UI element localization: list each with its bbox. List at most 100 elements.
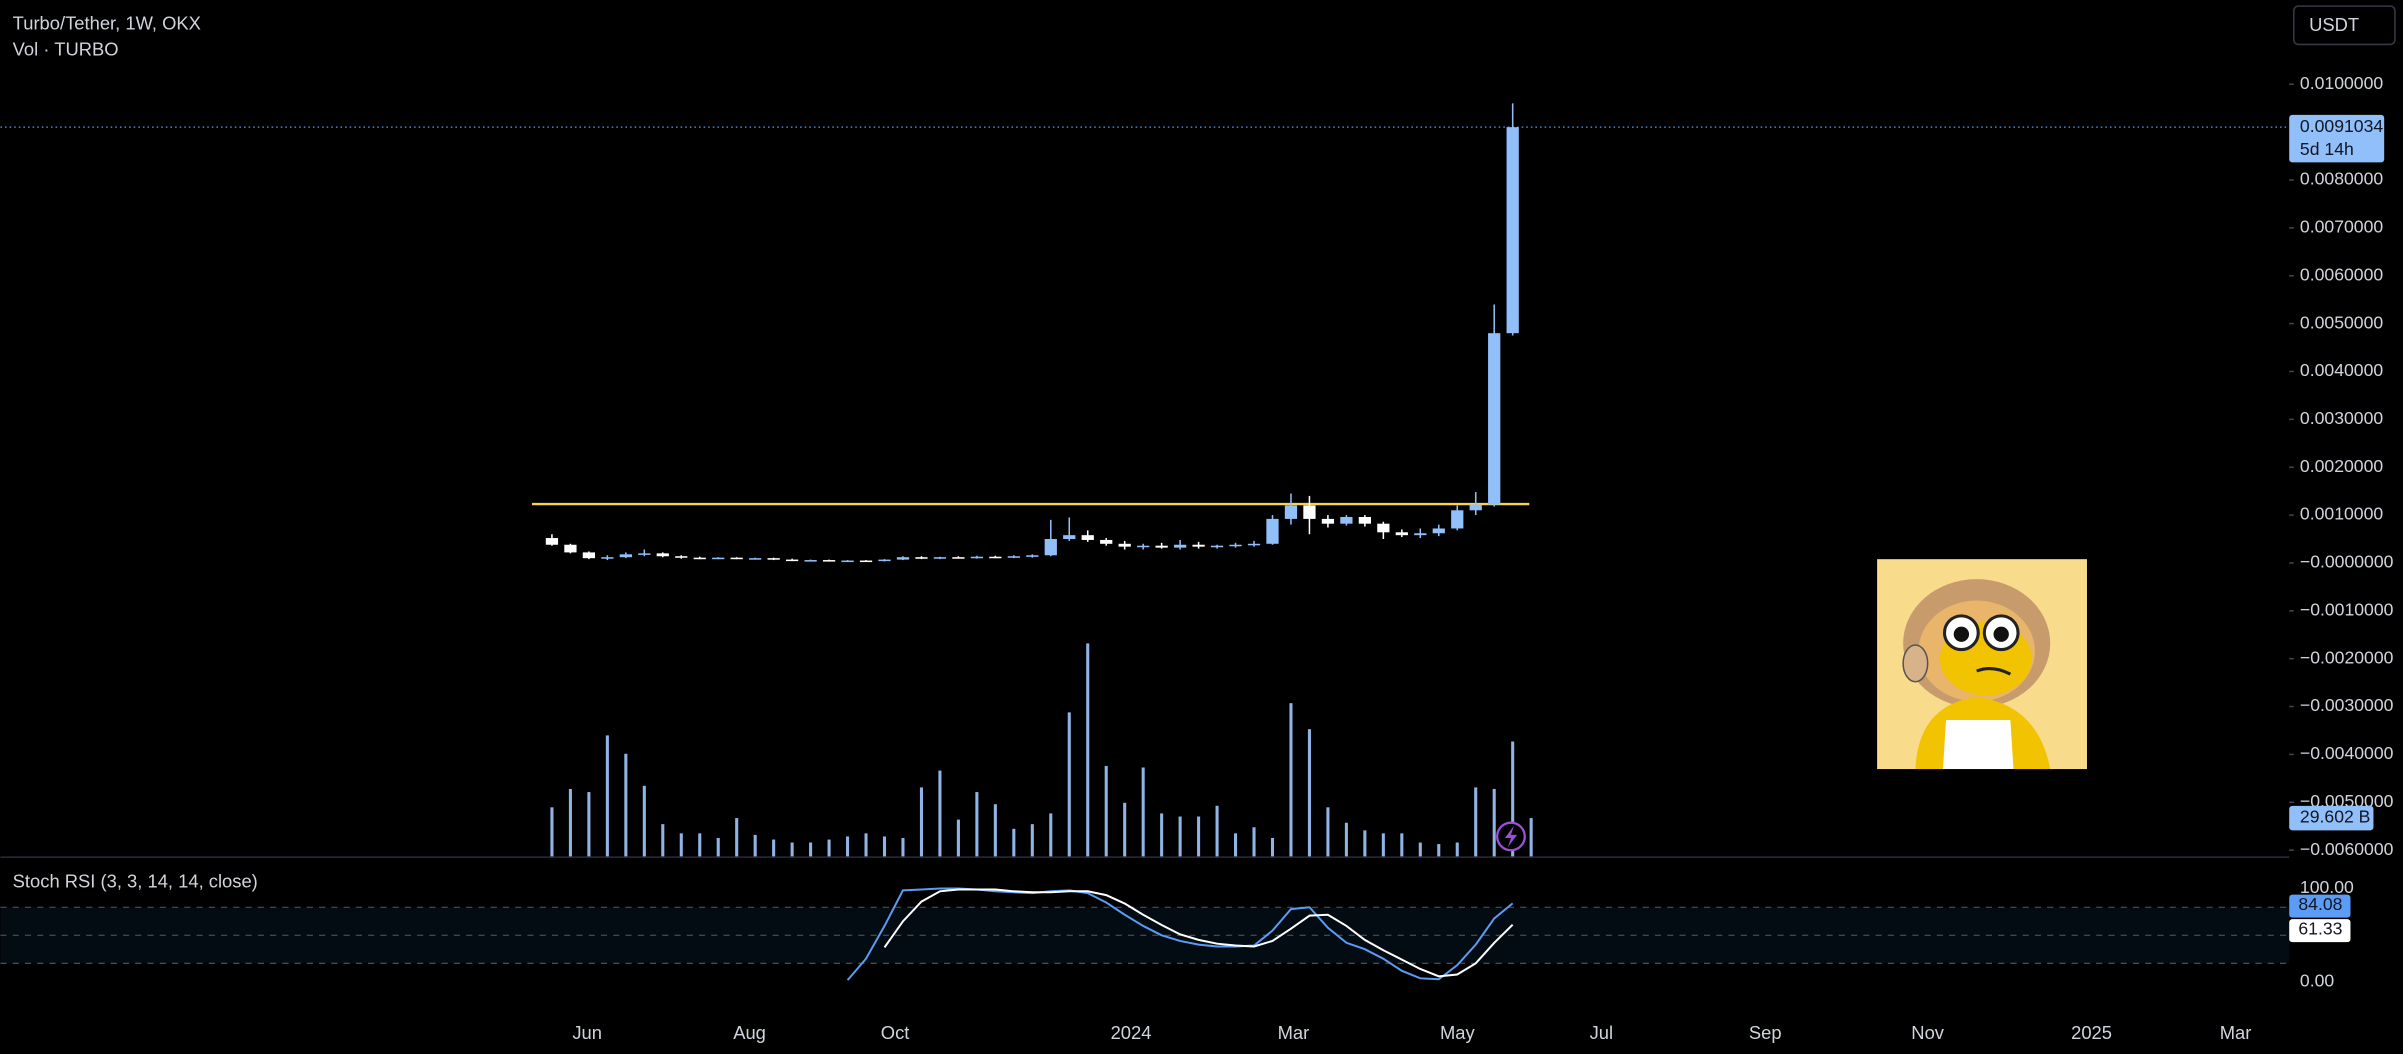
- volume-bar: [846, 836, 850, 857]
- volume-bar: [1234, 833, 1238, 857]
- candle-body: [1155, 545, 1168, 548]
- y-tick-label: 0.0070000: [2300, 217, 2383, 237]
- candle-body: [1118, 543, 1131, 547]
- volume-bar: [809, 842, 813, 857]
- volume-bar: [901, 838, 905, 857]
- candle-body: [675, 556, 688, 558]
- currency-button-label[interactable]: USDT: [2309, 14, 2359, 35]
- candle-body: [1100, 539, 1113, 544]
- candle-body: [1506, 127, 1519, 334]
- candle-body: [1321, 518, 1335, 524]
- x-tick-label: 2024: [1111, 1022, 1152, 1043]
- candle-body: [1358, 516, 1371, 524]
- y-tick-label: −0.0020000: [2300, 647, 2394, 667]
- candle-body: [601, 557, 614, 559]
- volume-bar: [1418, 842, 1422, 857]
- x-tick-label: Jun: [572, 1022, 602, 1043]
- y-tick-label: 0.0040000: [2300, 360, 2383, 380]
- volume-tag-label: 29.602 B: [2300, 807, 2371, 827]
- price-tag: [2289, 114, 2385, 163]
- candle-body: [1192, 544, 1205, 547]
- volume-bar: [864, 833, 868, 857]
- volume-bar: [790, 842, 794, 857]
- volume-bar: [624, 753, 628, 857]
- y-tick-label: −0.0060000: [2300, 839, 2394, 859]
- currency-button[interactable]: [2293, 5, 2396, 46]
- stoch-tag-label: 84.08: [2298, 894, 2342, 914]
- stoch-tag: [2289, 919, 2351, 943]
- chart-title: Turbo/Tether, 1W, OKX: [13, 12, 201, 33]
- alert-icon[interactable]: [1496, 821, 1526, 852]
- volume-bar: [1529, 818, 1533, 857]
- candle-body: [582, 552, 596, 559]
- y-tick-label: 0.0020000: [2300, 456, 2383, 476]
- candle-body: [1044, 539, 1057, 556]
- y-tick-label: 0.0060000: [2300, 264, 2383, 284]
- candle-body: [952, 557, 965, 559]
- price-tag-label: 0.0091034: [2300, 116, 2383, 136]
- candle-body: [656, 553, 669, 557]
- candle-body: [1414, 533, 1427, 536]
- stoch-tag-label: 61.33: [2298, 919, 2342, 939]
- candle-body: [915, 557, 928, 559]
- volume-bar: [698, 833, 702, 857]
- volume-bar: [1160, 813, 1164, 857]
- candle-body: [693, 557, 706, 560]
- volume-bar: [1141, 767, 1145, 857]
- stoch-tick-label: 100.00: [2300, 877, 2354, 897]
- candle-body: [1340, 516, 1353, 524]
- y-tick-label: 0.0080000: [2300, 169, 2383, 189]
- volume-title: Vol · TURBO: [13, 38, 119, 59]
- y-tick-label: 0.0030000: [2300, 408, 2383, 428]
- candle-body: [1007, 556, 1020, 558]
- volume-bar: [587, 792, 591, 857]
- volume-bar: [1344, 822, 1348, 857]
- volume-bar: [772, 839, 776, 857]
- volume-bar: [1474, 787, 1478, 857]
- y-tick-label: −0.0040000: [2300, 743, 2394, 763]
- candle-body: [1081, 535, 1094, 540]
- y-tick-label: −0.0030000: [2300, 695, 2394, 715]
- volume-bar: [1049, 813, 1053, 857]
- volume-bar: [1030, 824, 1034, 857]
- candle-body: [730, 557, 743, 560]
- volume-bar: [827, 839, 831, 857]
- volume-bar: [735, 818, 739, 857]
- candle-body: [1229, 544, 1242, 547]
- y-tick-label: −0.0010000: [2300, 599, 2394, 619]
- countdown-label: 5d 14h: [2300, 139, 2354, 159]
- x-tick-label: 2025: [2071, 1022, 2112, 1043]
- candle-body: [1488, 333, 1501, 505]
- volume-bar: [716, 838, 720, 857]
- candle-body: [767, 558, 780, 560]
- candle-body: [878, 559, 891, 562]
- volume-bar: [938, 770, 942, 857]
- volume-bar: [1178, 816, 1182, 857]
- y-tick-label: −0.0000000: [2300, 552, 2394, 572]
- volume-bar: [1363, 830, 1367, 857]
- x-tick-label: Sep: [1749, 1022, 1782, 1043]
- volume-tag: [2289, 805, 2374, 831]
- candle-body: [545, 538, 559, 545]
- candle-body: [638, 553, 651, 555]
- stoch-tick-label: 0.00: [2300, 971, 2334, 991]
- volume-bar: [975, 792, 979, 857]
- volume-bar: [753, 834, 757, 857]
- volume-bar: [642, 785, 646, 857]
- volume-bar: [1400, 833, 1404, 857]
- candle-body: [564, 544, 577, 553]
- candle-body: [1247, 543, 1261, 546]
- volume-bar: [1326, 807, 1330, 857]
- volume-bar: [1067, 712, 1071, 857]
- candle-body: [712, 557, 725, 560]
- candle-body: [804, 560, 817, 562]
- x-tick-label: Mar: [2220, 1022, 2252, 1043]
- candle-body: [1173, 544, 1187, 548]
- candle-body: [989, 556, 1002, 559]
- volume-bar: [679, 833, 683, 857]
- stoch-line: [883, 888, 1514, 978]
- x-tick-label: Mar: [1278, 1022, 1310, 1043]
- volume-bar: [919, 787, 923, 857]
